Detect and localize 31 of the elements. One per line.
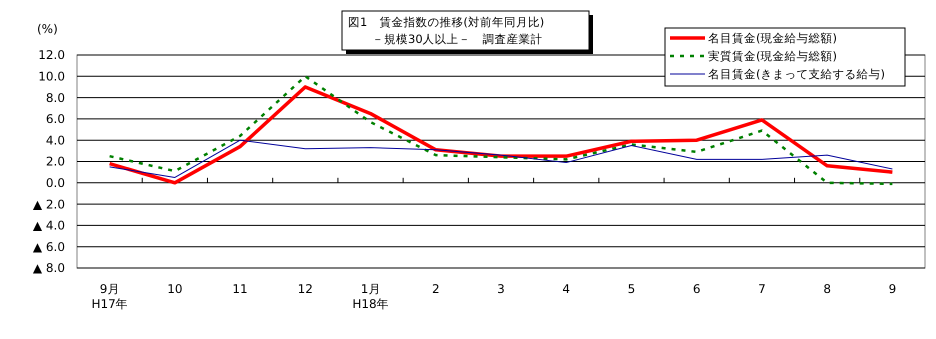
x-tick-label: 8 [823, 282, 831, 296]
y-tick-label: ▲ 4.0 [32, 218, 65, 233]
x-tick-label: 9 [888, 282, 896, 296]
y-tick-label: 8.0 [46, 90, 65, 105]
y-tick-label: ▲ 2.0 [32, 197, 65, 212]
chart-subtitle: －規模30人以上－ 調査産業計 [372, 32, 543, 46]
x-tick-label: 12 [298, 282, 313, 296]
y-tick-label: ▲ 8.0 [32, 261, 65, 276]
y-tick-label: 10.0 [38, 70, 65, 84]
x-tick-label: 4 [562, 282, 570, 296]
x-tick-label: 1月 H18年 [352, 282, 389, 311]
legend-label: 名目賃金(きまって支給する給与) [708, 67, 885, 82]
y-tick-label: 2.0 [46, 154, 65, 169]
y-tick-label: 0.0 [46, 176, 65, 190]
y-tick-label: 12.0 [38, 48, 65, 62]
y-tick-label: ▲ 6.0 [32, 240, 65, 254]
x-tick-label: 11 [232, 282, 248, 296]
y-tick-label: 4.0 [46, 133, 65, 148]
legend-label: 名目賃金(現金給与総額) [708, 31, 837, 46]
chart-title: 図1 賃金指数の推移(対前年同月比) [348, 15, 544, 29]
x-tick-label: 10 [167, 282, 182, 296]
x-tick-label: 6 [692, 282, 701, 296]
x-tick-label: 7 [758, 282, 766, 296]
legend-label: 実質賃金(現金給与総額) [708, 49, 837, 64]
x-tick-label: 9月 H17年 [91, 282, 128, 311]
y-tick-label: 6.0 [46, 112, 65, 126]
x-tick-label: 3 [497, 282, 505, 296]
x-tick-label: 5 [628, 282, 636, 296]
y-axis-title: (%) [37, 22, 58, 36]
x-tick-label: 2 [432, 282, 440, 296]
line-series [109, 140, 893, 178]
